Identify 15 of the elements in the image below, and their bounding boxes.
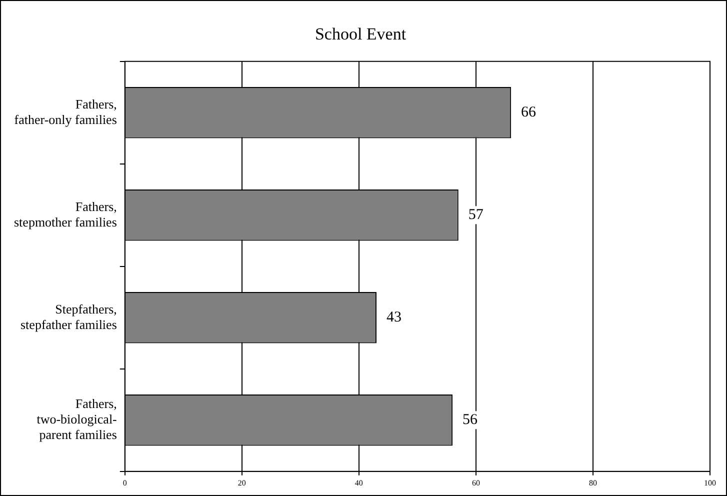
data-label: 66 bbox=[521, 104, 537, 121]
x-tick-label: 20 bbox=[238, 478, 246, 488]
data-label: 57 bbox=[468, 207, 484, 224]
x-tick-label: 60 bbox=[472, 478, 480, 488]
y-tick-label: Fathers, father-only families bbox=[14, 96, 117, 127]
y-tick-label: Fathers, two-biological- parent families bbox=[36, 396, 117, 442]
x-tick-label: 0 bbox=[122, 478, 127, 488]
y-tick-label: Fathers, stepmother families bbox=[14, 198, 117, 230]
y-tick-label: Stepfathers, stepfather families bbox=[20, 301, 117, 332]
chart-title: School Event bbox=[314, 24, 406, 44]
x-tick-label: 80 bbox=[588, 478, 597, 488]
data-label: 56 bbox=[462, 412, 478, 428]
data-label: 43 bbox=[386, 310, 402, 326]
x-tick-label: 100 bbox=[704, 478, 716, 488]
x-tick-label: 40 bbox=[354, 478, 363, 488]
